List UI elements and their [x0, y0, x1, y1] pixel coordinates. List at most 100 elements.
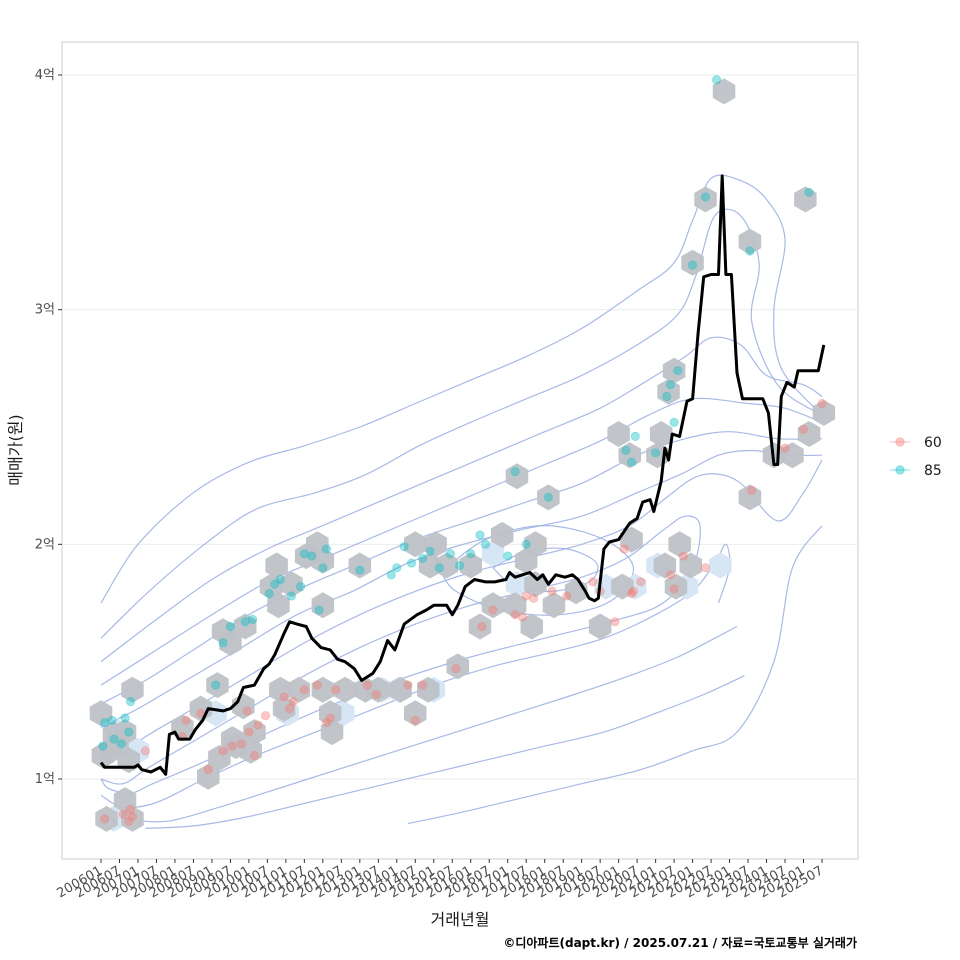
hex-bin	[333, 676, 357, 703]
point-85	[510, 466, 520, 477]
point-60	[125, 804, 136, 815]
point-85	[445, 549, 456, 559]
hex-bin	[319, 700, 342, 727]
hex-bin	[620, 526, 643, 553]
hex-bin	[588, 613, 612, 640]
point-85	[321, 544, 332, 554]
density-contour	[100, 625, 738, 823]
hex-bin-light	[709, 552, 732, 579]
point-60	[619, 544, 629, 554]
hex-bin	[611, 573, 634, 600]
point-60	[521, 591, 531, 601]
point-60	[669, 584, 679, 594]
hex-bin	[681, 249, 704, 276]
point-85	[475, 530, 485, 540]
scatter-points	[98, 75, 827, 826]
point-85	[247, 614, 258, 625]
point-85	[425, 546, 435, 556]
hex-bin	[272, 695, 296, 722]
hex-bin	[668, 531, 691, 558]
hex-bin	[797, 421, 821, 447]
point-60	[325, 713, 335, 723]
point-60	[517, 612, 528, 622]
point-85	[386, 570, 396, 580]
hex-bin	[287, 676, 311, 703]
point-85	[314, 605, 324, 615]
point-60	[321, 718, 332, 728]
point-85	[275, 574, 285, 585]
point-60	[260, 711, 271, 721]
point-85	[745, 246, 755, 256]
y-tick-label: 4억	[35, 68, 55, 83]
point-85	[662, 391, 672, 402]
point-85	[98, 741, 108, 751]
point-60	[636, 577, 646, 587]
hex-bin	[206, 672, 229, 699]
point-60	[798, 424, 809, 434]
point-60	[700, 563, 711, 573]
point-60	[488, 605, 498, 615]
hex-bin	[367, 676, 390, 703]
plot-panel	[61, 41, 859, 860]
legend-label-60: 60	[924, 435, 942, 451]
point-60	[312, 680, 322, 690]
point-60	[817, 398, 827, 409]
point-85	[107, 715, 117, 725]
point-85	[355, 565, 365, 575]
point-60	[410, 715, 420, 725]
point-60	[510, 610, 520, 620]
point-60	[477, 621, 487, 632]
point-60	[628, 586, 639, 596]
hex-bin	[653, 552, 677, 579]
point-60	[236, 739, 247, 749]
legend-label-85: 85	[924, 463, 942, 479]
point-85	[270, 579, 280, 589]
density-contour	[100, 397, 823, 686]
hex-bin	[649, 421, 673, 447]
hex-bin	[239, 737, 262, 764]
hex-bin	[524, 531, 547, 558]
hex-bin	[280, 571, 303, 598]
point-85	[503, 551, 513, 561]
point-60	[299, 685, 309, 695]
hex-bin	[542, 592, 566, 619]
hex-bin	[243, 719, 266, 746]
hex-bin	[320, 719, 344, 746]
point-60	[562, 591, 572, 601]
point-85	[455, 560, 465, 571]
hex-bin	[468, 613, 492, 640]
hex-bins	[89, 78, 836, 832]
point-60	[451, 664, 461, 674]
hex-bin	[712, 78, 736, 105]
hex-bin	[505, 463, 529, 490]
hex-bin-light	[505, 571, 529, 598]
hex-bin	[311, 547, 335, 574]
point-85	[240, 617, 250, 627]
point-85	[120, 713, 130, 723]
point-85	[286, 591, 297, 601]
median-line	[99, 174, 826, 776]
point-85	[264, 589, 274, 599]
hex-bin	[267, 592, 290, 619]
point-85	[307, 551, 317, 561]
hex-bin	[781, 442, 804, 469]
hex-bin-light	[481, 540, 505, 567]
hex-bin	[657, 378, 680, 405]
density-contour	[100, 336, 823, 663]
y-tick-label: 2억	[35, 537, 55, 552]
hex-bin	[265, 552, 288, 579]
point-85	[418, 553, 428, 564]
point-60	[747, 485, 757, 495]
hex-bin	[311, 676, 335, 703]
hex-bin	[481, 592, 505, 619]
hex-bin	[95, 805, 118, 832]
point-60	[253, 720, 263, 730]
point-60	[362, 680, 372, 690]
point-85	[712, 75, 722, 85]
point-60	[140, 746, 150, 756]
hex-bin	[389, 676, 412, 703]
hex-bin	[490, 521, 514, 548]
point-60	[124, 816, 134, 826]
point-60	[100, 814, 110, 824]
